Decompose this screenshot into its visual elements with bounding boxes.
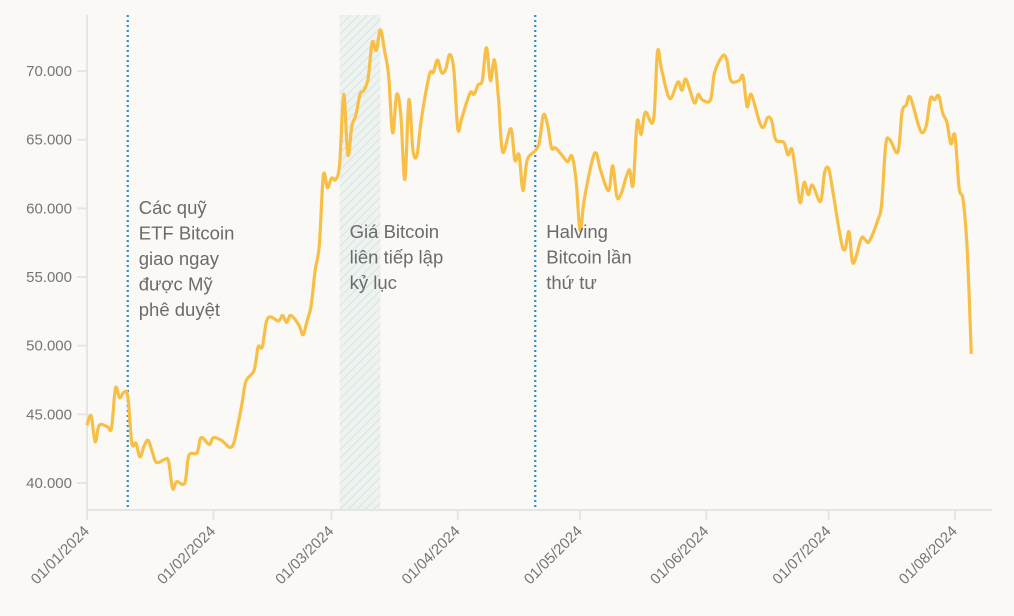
annotation-text: Bitcoin lần (546, 247, 631, 268)
y-tick-label: 45.000 (26, 406, 72, 423)
x-tick-label: 01/02/2024 (154, 523, 219, 588)
annotation-text: phê duyệt (139, 299, 220, 320)
annotation-text: Giá Bitcoin (350, 221, 439, 242)
annotation-text: thứ tư (546, 272, 596, 293)
y-tick-label: 55.000 (26, 269, 72, 286)
y-tick-label: 50.000 (26, 338, 72, 355)
x-tick-label: 01/01/2024 (28, 523, 93, 588)
annotation-text: liên tiếp lập (350, 247, 444, 268)
x-tick-label: 01/07/2024 (769, 523, 834, 588)
y-tick-label: 60.000 (26, 200, 72, 217)
annotation-text: kỷ lục (350, 272, 397, 293)
x-tick-label: 01/05/2024 (521, 523, 586, 588)
bitcoin-price-line (85, 28, 973, 491)
annotation-text: ETF Bitcoin (139, 223, 235, 244)
x-tick-label: 01/06/2024 (647, 523, 712, 588)
annotation-text: giao ngay (139, 248, 220, 269)
y-tick-label: 40.000 (26, 475, 72, 492)
annotation-text: Halving (546, 221, 608, 242)
x-tick-label: 01/03/2024 (272, 523, 337, 588)
x-tick-label: 01/04/2024 (399, 523, 464, 588)
y-tick-label: 70.000 (26, 63, 72, 80)
annotation-text: được Mỹ (139, 274, 214, 295)
y-tick-label: 65.000 (26, 132, 72, 149)
x-tick-label: 01/08/2024 (896, 523, 961, 588)
annotation-text: Các quỹ (139, 197, 208, 218)
